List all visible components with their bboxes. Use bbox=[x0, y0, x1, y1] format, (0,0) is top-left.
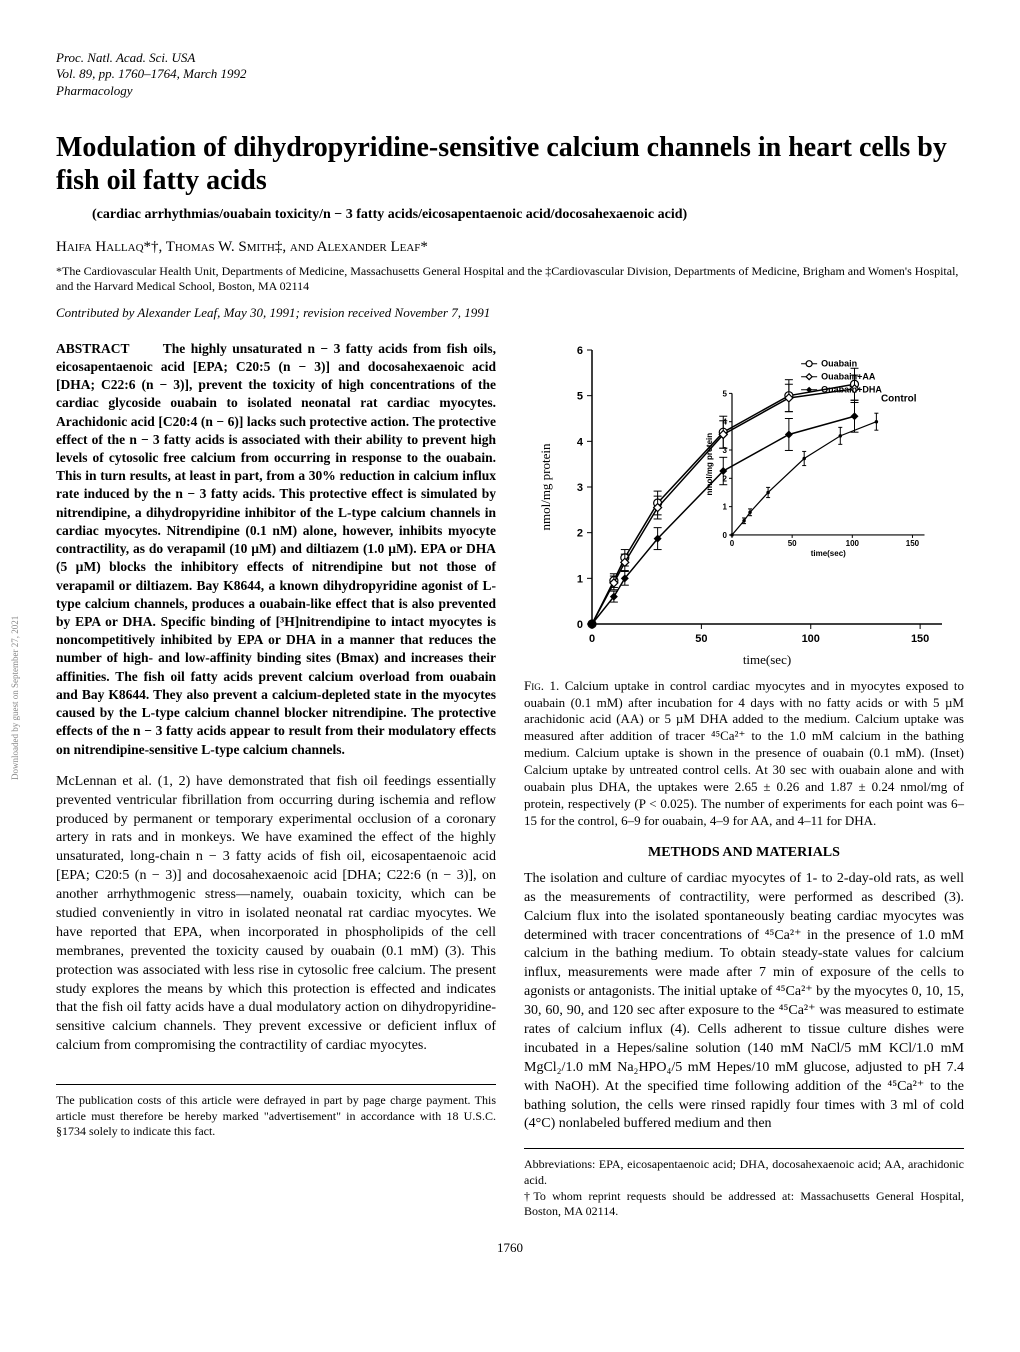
fig1-caption-text: Calcium uptake in control cardiac myocyt… bbox=[524, 678, 964, 828]
svg-text:4: 4 bbox=[723, 417, 728, 426]
abstract-lead: ABSTRACT bbox=[56, 341, 130, 356]
svg-text:50: 50 bbox=[695, 633, 707, 645]
svg-text:5: 5 bbox=[577, 390, 583, 402]
svg-text:0: 0 bbox=[730, 539, 735, 548]
svg-text:100: 100 bbox=[846, 539, 860, 548]
svg-text:Ouabain+AA: Ouabain+AA bbox=[821, 371, 876, 381]
svg-text:3: 3 bbox=[723, 446, 728, 455]
figure-1-caption: Fig. 1. Calcium uptake in control cardia… bbox=[524, 678, 964, 830]
svg-text:Ouabain: Ouabain bbox=[821, 358, 857, 368]
svg-text:Control: Control bbox=[881, 393, 917, 404]
publication-costs-footnote: The publication costs of this article we… bbox=[56, 1093, 496, 1140]
svg-text:150: 150 bbox=[906, 539, 920, 548]
download-note: Downloaded by guest on September 27, 202… bbox=[10, 616, 22, 780]
journal-header: Proc. Natl. Acad. Sci. USA Vol. 89, pp. … bbox=[56, 50, 964, 99]
fig1-lead: Fig. 1. bbox=[524, 678, 559, 693]
svg-text:100: 100 bbox=[802, 633, 820, 645]
footnote-rule-right bbox=[524, 1148, 964, 1149]
svg-text:1: 1 bbox=[723, 502, 728, 511]
svg-text:time(sec): time(sec) bbox=[743, 652, 791, 667]
svg-text:0: 0 bbox=[589, 633, 595, 645]
svg-text:0: 0 bbox=[577, 619, 583, 631]
contributed-by: Contributed by Alexander Leaf, May 30, 1… bbox=[56, 305, 964, 322]
svg-text:nmol/mg protein: nmol/mg protein bbox=[705, 432, 714, 495]
svg-text:1: 1 bbox=[577, 573, 583, 585]
right-column: 0123456050100150time(sec)nmol/mg protein… bbox=[524, 340, 964, 1220]
vol-pages: Vol. 89, pp. 1760–1764, March 1992 bbox=[56, 66, 964, 82]
intro-paragraph: McLennan et al. (1, 2) have demonstrated… bbox=[56, 773, 496, 1056]
svg-text:nmol/mg protein: nmol/mg protein bbox=[538, 443, 553, 531]
journal-name: Proc. Natl. Acad. Sci. USA bbox=[56, 50, 964, 66]
figure-1: 0123456050100150time(sec)nmol/mg protein… bbox=[524, 340, 964, 830]
page-number: 1760 bbox=[56, 1240, 964, 1257]
svg-text:2: 2 bbox=[723, 474, 728, 483]
svg-text:2: 2 bbox=[577, 527, 583, 539]
abbreviations-footnote: Abbreviations: EPA, eicosapentaenoic aci… bbox=[524, 1157, 964, 1188]
authors: Haifa Hallaq*†, Thomas W. Smith‡, and Al… bbox=[56, 238, 964, 258]
section-name: Pharmacology bbox=[56, 83, 964, 99]
svg-text:5: 5 bbox=[723, 389, 728, 398]
article-title: Modulation of dihydropyridine-sensitive … bbox=[56, 131, 964, 198]
methods-paragraph: The isolation and culture of cardiac myo… bbox=[524, 870, 964, 1134]
article-subtitle: (cardiac arrhythmias/ouabain toxicity/n … bbox=[92, 206, 964, 224]
abstract-block: ABSTRACT The highly unsaturated n − 3 fa… bbox=[56, 340, 496, 759]
methods-heading: METHODS AND MATERIALS bbox=[524, 844, 964, 862]
figure-1-chart: 0123456050100150time(sec)nmol/mg protein… bbox=[534, 340, 954, 670]
svg-text:6: 6 bbox=[577, 345, 583, 357]
svg-text:3: 3 bbox=[577, 482, 583, 494]
reprint-footnote: †To whom reprint requests should be addr… bbox=[524, 1189, 964, 1220]
svg-text:150: 150 bbox=[911, 633, 929, 645]
abstract-text: The highly unsaturated n − 3 fatty acids… bbox=[56, 341, 496, 757]
svg-text:0: 0 bbox=[723, 531, 728, 540]
affiliations: *The Cardiovascular Health Unit, Departm… bbox=[56, 264, 964, 295]
svg-text:50: 50 bbox=[788, 539, 797, 548]
footnote-rule-left bbox=[56, 1084, 496, 1085]
svg-text:time(sec): time(sec) bbox=[811, 549, 846, 558]
left-column: ABSTRACT The highly unsaturated n − 3 fa… bbox=[56, 340, 496, 1220]
svg-text:4: 4 bbox=[577, 436, 584, 448]
svg-text:Ouabain+DHA: Ouabain+DHA bbox=[821, 384, 882, 394]
